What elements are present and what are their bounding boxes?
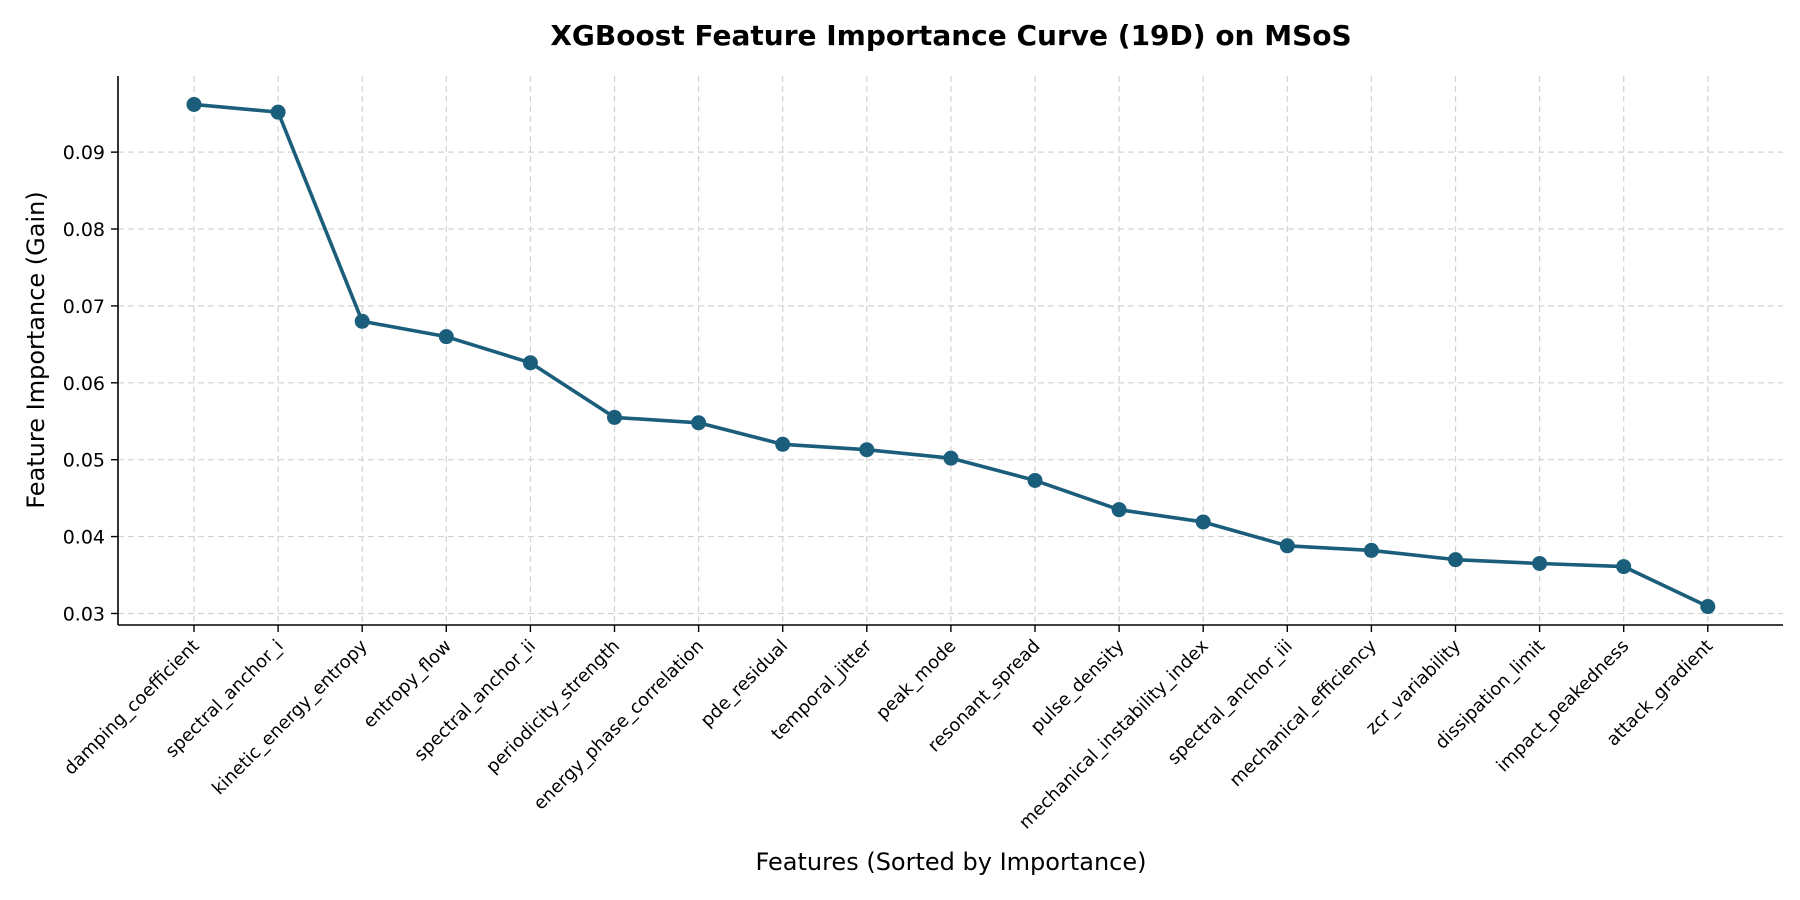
grid-lines (118, 76, 1783, 625)
y-tick-label: 0.09 (63, 142, 105, 164)
data-point (691, 415, 707, 431)
data-point (522, 355, 538, 371)
y-axis-label: Feature Importance (Gain) (22, 191, 50, 508)
data-point (775, 436, 791, 452)
series-importance (186, 96, 1716, 615)
data-point (1363, 542, 1379, 558)
y-tick-label: 0.05 (63, 450, 105, 472)
y-tick-label: 0.03 (63, 603, 105, 625)
y-tick-label: 0.07 (63, 296, 105, 318)
data-point (859, 442, 875, 458)
data-point (1027, 472, 1043, 488)
data-point (270, 104, 286, 120)
x-axis-ticks: damping_coefficientspectral_anchor_ikine… (60, 625, 1717, 833)
y-tick-label: 0.06 (63, 373, 105, 395)
data-point (1700, 599, 1716, 615)
data-point (1616, 559, 1632, 575)
data-point (354, 313, 370, 329)
data-point (438, 329, 454, 345)
y-axis-ticks: 0.03 0.04 0.05 0.06 0.07 0.08 0.09 (63, 142, 118, 625)
data-point (1532, 555, 1548, 571)
data-point (943, 450, 959, 466)
x-tick-label: peak_mode (872, 636, 960, 724)
x-tick-label: mechanical_efficiency (1226, 635, 1382, 791)
x-tick-label: entropy_flow (359, 636, 456, 733)
data-point (1195, 514, 1211, 530)
x-axis-label: Features (Sorted by Importance) (756, 848, 1147, 876)
data-point (1111, 502, 1127, 518)
x-tick-label: energy_phase_correlation (530, 636, 709, 815)
x-tick-label: kinetic_energy_entropy (208, 635, 372, 799)
y-tick-label: 0.04 (63, 527, 105, 549)
data-point (607, 409, 622, 425)
chart-title: XGBoost Feature Importance Curve (19D) o… (550, 19, 1351, 52)
data-point (1448, 552, 1463, 568)
x-tick-label: damping_coefficient (60, 636, 204, 780)
y-tick-label: 0.08 (63, 219, 105, 241)
data-point (1279, 538, 1295, 554)
x-tick-label: pde_residual (697, 636, 793, 732)
data-point (186, 96, 202, 112)
